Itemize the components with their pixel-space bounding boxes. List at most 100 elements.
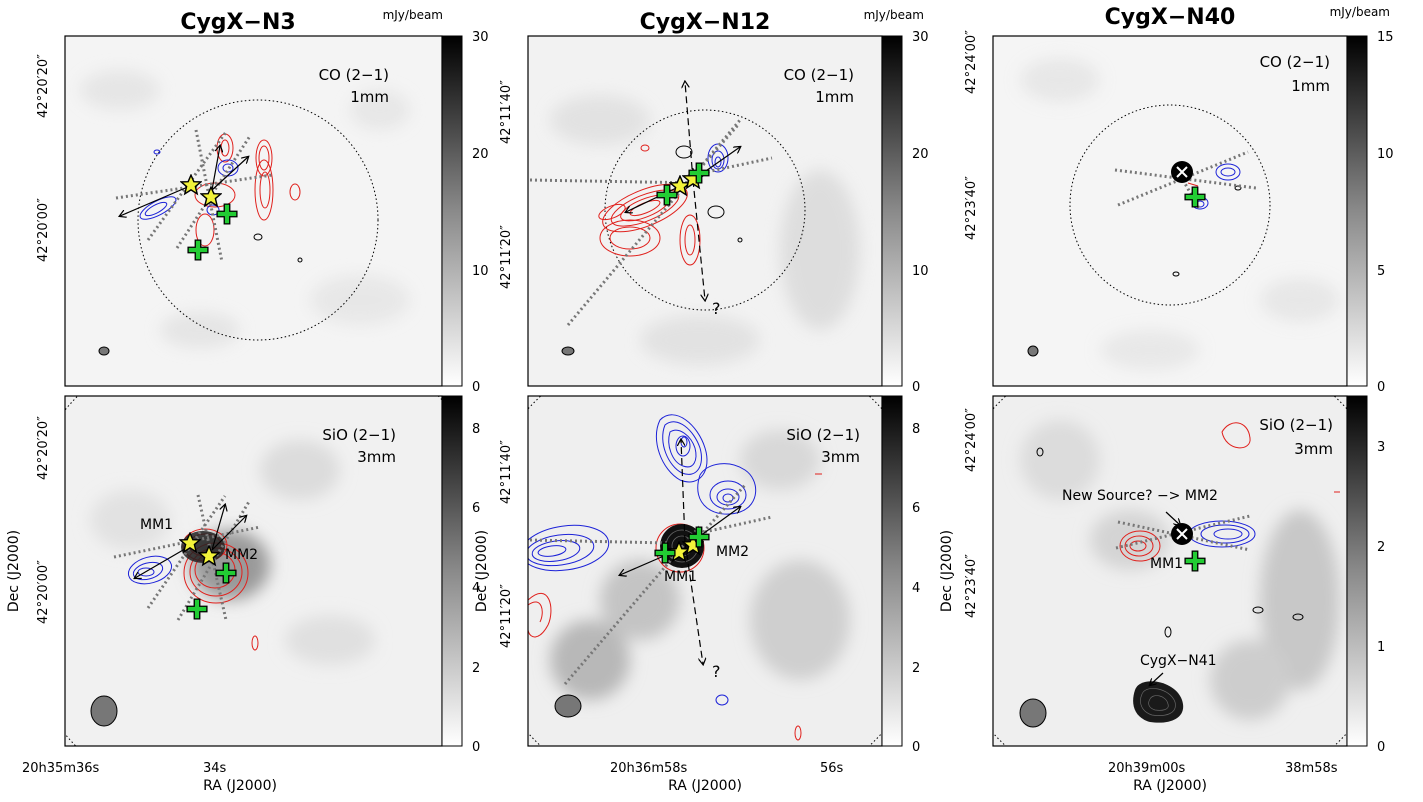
colorbar-tick: 6: [472, 501, 480, 516]
band-label: 3mm: [357, 448, 396, 466]
panel-title: CygX−N3: [180, 10, 295, 35]
new-source-marker: [1170, 160, 1194, 184]
band-label: 1mm: [815, 88, 854, 106]
sio-map: MM1 MM2 SiO (2−1) 3mm 42°20′20″ 42°20′00…: [6, 395, 480, 794]
colorbar-unit: mJy/beam: [864, 8, 924, 22]
ra-tick-label: 38m58s: [1285, 761, 1338, 776]
dec-tick-label: 42°11′20″: [499, 225, 514, 289]
co-map: CO (2−1) 1mm 42°20′20″ 42°20′00″ 0 10 20…: [36, 30, 489, 395]
colorbar-tick: 2: [1377, 540, 1385, 555]
dec-tick-label: 42°24′00″: [964, 408, 979, 472]
colorbar-tick: 10: [472, 264, 489, 279]
colorbar-tick: 0: [912, 740, 920, 755]
colorbar-tick: 0: [1377, 740, 1385, 755]
dust-contours: [253, 233, 303, 263]
colorbar-tick: 30: [912, 30, 929, 45]
band-label: 3mm: [821, 448, 860, 466]
colorbar-tick: 0: [1377, 380, 1385, 395]
colorbar-tick: 2: [912, 661, 920, 676]
colorbar-tick: 10: [912, 264, 929, 279]
ra-tick-label: 20h39m00s: [1108, 761, 1186, 776]
map-noise: [1020, 58, 1340, 370]
panel-title: CygX−N40: [1105, 5, 1236, 30]
colorbar-tick: 8: [912, 422, 920, 437]
colorbar-gradient: [441, 35, 463, 387]
dec-tick-label: 42°20′00″: [36, 560, 51, 624]
y-axis-label: Dec (J2000): [474, 530, 490, 612]
dec-tick-label: 42°23′40″: [964, 176, 979, 240]
colorbar-tick: 10: [1377, 147, 1394, 162]
beam-ellipse: [1027, 345, 1039, 357]
line-label: SiO (2−1): [1259, 416, 1333, 434]
colorbar-tick: 20: [472, 147, 489, 162]
line-label: CO (2−1): [319, 66, 389, 84]
band-label: 1mm: [1291, 77, 1330, 95]
beam-ellipse: [1019, 698, 1047, 728]
blue-lobe-contours: [139, 149, 239, 220]
outflow-lobes: [139, 133, 303, 263]
colorbar-unit: mJy/beam: [383, 8, 443, 22]
x-axis-label: RA (J2000): [668, 778, 742, 794]
dec-tick-label: 42°20′20″: [36, 416, 51, 480]
outflow-arrows: [135, 505, 246, 578]
ra-tick-label: 20h36m58s: [610, 761, 688, 776]
colorbar-tick: 3: [1377, 440, 1385, 455]
dec-tick-label: 42°20′00″: [36, 198, 51, 262]
question-mark: ?: [712, 662, 721, 681]
new-source-marker: [1170, 522, 1194, 546]
beam-ellipse: [98, 346, 110, 356]
colorbar: 0 2 4 6 8: [881, 395, 920, 755]
blue-lobe-contours: [528, 414, 757, 706]
dec-tick-label: 42°23′40″: [964, 554, 979, 618]
outflow-lobes: [1036, 422, 1340, 723]
colorbar-gradient: [881, 395, 903, 747]
source-label-mm1: MM1: [140, 517, 173, 533]
sio-map: MM1 MM2 ? SiO (2−1) 3mm 42°11′40″ 42°11′…: [474, 395, 920, 794]
dust-contours: [675, 145, 743, 243]
panel-cygx-n3: CygX−N3 mJy/beam: [6, 8, 489, 794]
colorbar-tick: 5: [1377, 264, 1385, 279]
pointer-arrow: [1150, 672, 1164, 685]
colorbar-tick: 0: [912, 380, 920, 395]
dec-tick-label: 42°11′40″: [499, 80, 514, 144]
colorbar: 0 1 2 3: [1346, 395, 1385, 755]
colorbar-gradient: [1346, 395, 1368, 747]
panel-title: CygX−N12: [640, 10, 771, 35]
dec-tick-label: 42°20′20″: [36, 54, 51, 118]
x-axis-label: RA (J2000): [1133, 778, 1207, 794]
colorbar-gradient: [881, 35, 903, 387]
outflow-axis-lines: [529, 484, 773, 685]
ra-tick-label: 56s: [820, 761, 844, 776]
outflow-axis-lines: [113, 494, 261, 621]
source-label-mm1: MM1: [664, 569, 697, 585]
colorbar-tick: 1: [1377, 640, 1385, 655]
colorbar: 0 2 4 6 8: [441, 395, 480, 755]
colorbar-tick: 30: [472, 30, 489, 45]
dust-contours: [1172, 185, 1242, 277]
dec-tick-label: 42°24′00″: [964, 30, 979, 94]
co-map: CO (2−1) 1mm 42°24′00″ 42°23′40″ 0 5 10 …: [964, 30, 1394, 395]
colorbar-tick: 8: [472, 422, 480, 437]
colorbar: 0 10 20 30: [881, 30, 929, 395]
colorbar-gradient: [441, 395, 463, 747]
colorbar-tick: 20: [912, 147, 929, 162]
beam-ellipse: [554, 694, 582, 718]
colorbar-unit: mJy/beam: [1330, 5, 1390, 19]
dec-tick-label: 42°11′40″: [499, 440, 514, 504]
primary-beam-circle: [1069, 104, 1271, 306]
y-axis-label: Dec (J2000): [939, 530, 955, 612]
red-lobe-contours: [528, 473, 822, 741]
colorbar: 0 10 20 30: [441, 30, 489, 395]
colorbar-tick: 0: [472, 740, 480, 755]
map-noise: [550, 430, 850, 700]
colorbar-tick: 0: [472, 380, 480, 395]
beam-ellipse: [90, 695, 118, 727]
band-label: 1mm: [350, 88, 389, 106]
outflow-arrows: [120, 146, 248, 216]
colorbar-tick: 15: [1377, 30, 1394, 45]
sio-map: New Source? −> MM2 MM1 CygX−N41 SiO (2−1…: [939, 395, 1385, 794]
map-noise: [1020, 420, 1340, 720]
primary-beam-circle: [604, 109, 806, 311]
line-label: SiO (2−1): [786, 426, 860, 444]
